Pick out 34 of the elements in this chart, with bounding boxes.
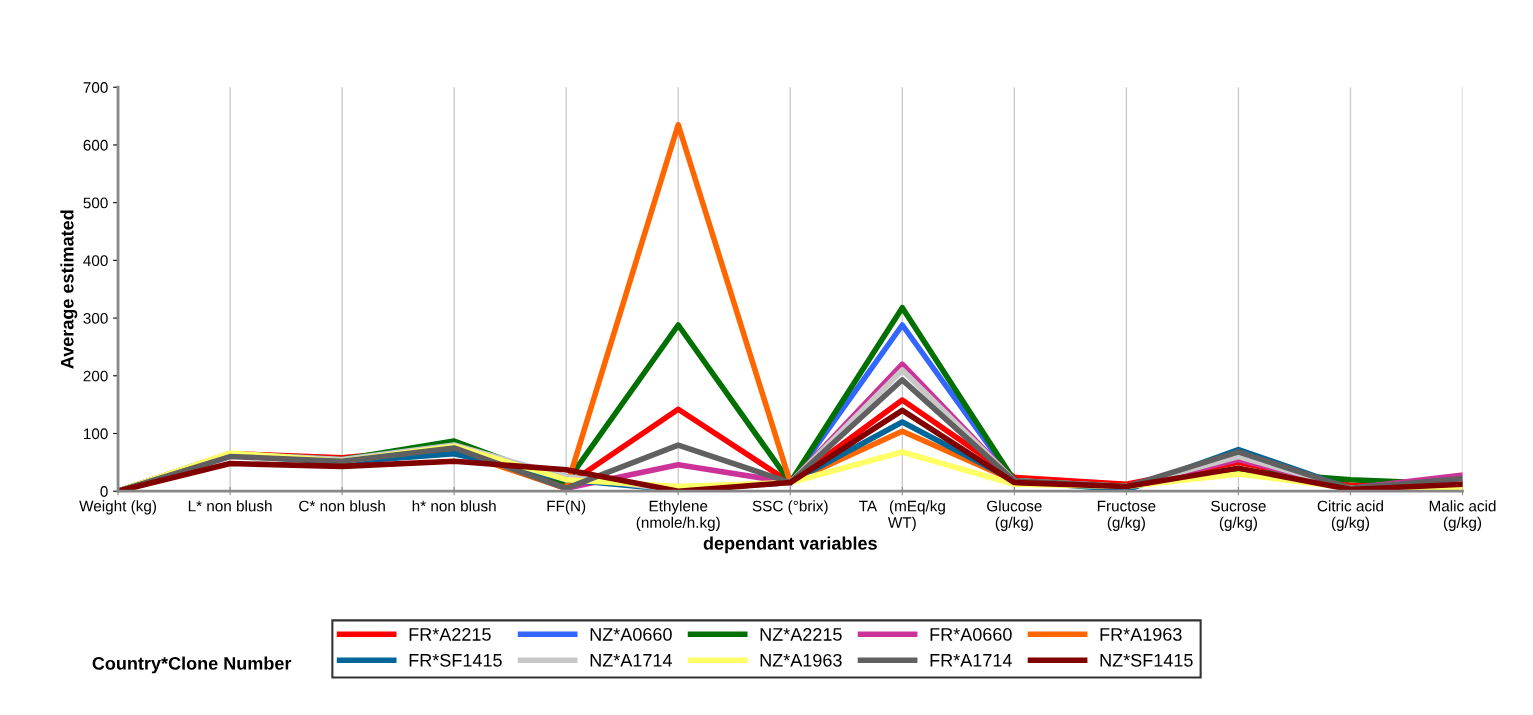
x-tick-label: FF(N)	[547, 500, 586, 515]
x-tick-label: C* non blush	[299, 500, 385, 512]
x-tick-label: TA (mEq/kg WT)	[859, 500, 945, 531]
legend-label: FR*A2215	[409, 628, 491, 641]
legend-title: Country*Clone Number	[92, 656, 292, 674]
y-tick-label: 300	[83, 312, 108, 324]
x-tick-label: Malic acid (g/kg)	[1429, 500, 1496, 531]
legend-label: NZ*A1714	[590, 654, 672, 667]
x-tick-label: Ethylene (nmole/h.kg)	[636, 500, 720, 531]
legend-label: NZ*A2215	[760, 628, 842, 641]
y-tick-label: 200	[83, 370, 108, 382]
x-tick-label: h* non blush	[412, 500, 496, 512]
x-tick-label: Glucose (g/kg)	[987, 500, 1042, 531]
y-tick-label: 600	[83, 139, 108, 151]
legend-label: FR*A0660	[930, 628, 1012, 641]
legend-label: NZ*A0660	[590, 628, 672, 641]
legend-label: NZ*SF1415	[1100, 653, 1193, 667]
legend-label: FR*SF1415	[409, 653, 502, 667]
legend-label: FR*A1963	[1100, 628, 1182, 641]
y-tick-label: 700	[83, 82, 108, 93]
x-tick-label: Citric acid (g/kg)	[1317, 500, 1383, 531]
y-tick-label: 0	[100, 486, 108, 497]
x-axis-title: dependant variables	[703, 536, 877, 554]
legend-label: FR*A1714	[930, 654, 1012, 667]
x-tick-label: L* non blush	[188, 500, 272, 512]
x-tick-label: SSC (°brix)	[752, 500, 828, 515]
y-tick-label: 400	[83, 255, 108, 267]
x-tick-label: Sucrose (g/kg)	[1211, 500, 1266, 531]
y-axis-title: Average estimated	[60, 210, 78, 369]
y-tick-label: 500	[83, 197, 108, 209]
x-tick-label: Weight (kg)	[79, 500, 157, 515]
legend-label: NZ*A1963	[760, 653, 842, 667]
y-tick-label: 100	[84, 428, 108, 440]
x-tick-label: Fructose (g/kg)	[1097, 500, 1156, 531]
